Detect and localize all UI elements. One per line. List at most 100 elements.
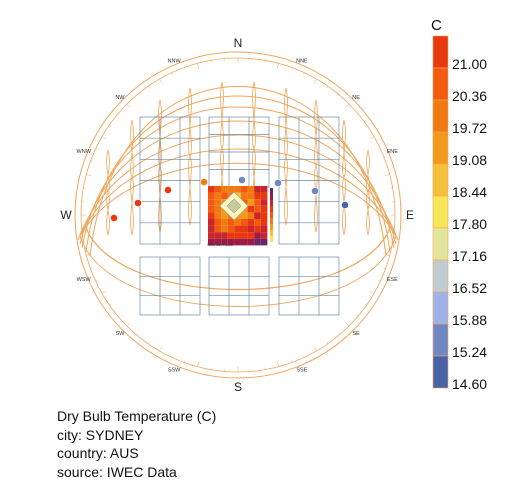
- inset-cell: [214, 186, 222, 193]
- compass-label-e: E: [406, 208, 414, 222]
- analemma-loop: [314, 99, 318, 233]
- legend-label: 19.72: [452, 120, 487, 136]
- inset-cell: [221, 238, 228, 246]
- legend-swatch: [432, 259, 449, 293]
- compass-tick: [109, 303, 112, 306]
- inset-cell: [234, 186, 241, 193]
- sun-positions: [110, 176, 349, 222]
- compass-tick: [378, 280, 381, 282]
- compass-tick: [197, 63, 199, 69]
- inset-cell: [234, 225, 241, 233]
- compass-tick: [290, 67, 292, 70]
- compass-tick: [197, 361, 199, 367]
- legend-label: 15.24: [452, 344, 487, 360]
- legend-swatch: [432, 355, 449, 389]
- compass-tick: [369, 136, 375, 140]
- compass-tick: [313, 78, 317, 84]
- inset-cell: [227, 232, 235, 239]
- inset-cell: [208, 199, 215, 206]
- compass-ring: [74, 51, 402, 379]
- inset-cell: [241, 212, 248, 219]
- sun-point: [164, 186, 172, 194]
- inset-cell: [241, 225, 248, 233]
- inset-legend-swatch: [270, 236, 273, 242]
- legend-label: 14.60: [452, 376, 487, 392]
- compass-tick: [171, 72, 173, 75]
- compass-tick: [109, 124, 112, 127]
- inset-cell: [208, 232, 215, 239]
- compass-tick: [147, 341, 150, 344]
- legend-swatch: [432, 67, 449, 101]
- inset-cell: [234, 219, 241, 226]
- compass-label-ssw: SSW: [168, 367, 181, 373]
- compass-tick: [101, 136, 107, 140]
- legend-label: 18.44: [452, 184, 487, 200]
- inset-cell: [260, 232, 268, 239]
- inset-cell: [254, 238, 261, 246]
- analemma-loop: [188, 87, 192, 226]
- inset-cell: [241, 219, 248, 226]
- analemma-loop: [106, 149, 110, 236]
- compass-label-ene: ENE: [387, 149, 399, 155]
- sun-point: [274, 179, 282, 187]
- legend-label: 17.16: [452, 248, 487, 264]
- sun-point: [341, 201, 349, 209]
- inset-cell: [214, 232, 222, 239]
- analemma-loop: [130, 119, 134, 236]
- inset-cell: [221, 186, 228, 193]
- compass-tick: [303, 355, 305, 358]
- compass-tick: [90, 161, 93, 163]
- compass-tick: [126, 103, 131, 108]
- inset-cell: [260, 186, 268, 193]
- inset-cell: [221, 219, 228, 226]
- inset-cell: [221, 232, 228, 239]
- compass-tick: [378, 148, 381, 150]
- inset-cell: [260, 238, 268, 246]
- inset-cell: [241, 186, 248, 193]
- inset-cell: [260, 219, 268, 226]
- inset-cell: [254, 232, 261, 239]
- inset-cell: [208, 219, 215, 226]
- legend-label: 21.00: [452, 56, 487, 72]
- inset-cell: [241, 192, 248, 200]
- compass-tick: [383, 267, 386, 269]
- inset-cell: [214, 205, 222, 213]
- inset-cell: [227, 219, 235, 226]
- compass-tick: [147, 86, 150, 89]
- info-panel: Dry Bulb Temperature (C) city: SYDNEY co…: [57, 407, 317, 481]
- building-block: [208, 256, 270, 316]
- compass-tick: [277, 361, 279, 367]
- compass-tick: [117, 314, 120, 317]
- inset-cell: [208, 186, 215, 193]
- info-title: Dry Bulb Temperature (C): [57, 408, 217, 424]
- legend-label: 19.08: [452, 152, 487, 168]
- inset-cell: [247, 232, 255, 239]
- compass-tick: [369, 290, 375, 294]
- building-block: [278, 256, 340, 316]
- inset-cell: [221, 192, 228, 200]
- compass-label-nne: NNE: [296, 59, 308, 65]
- inset-legend-swatch: [270, 224, 273, 230]
- legend-swatch: [432, 227, 449, 261]
- compass-label-ese: ESE: [387, 277, 398, 283]
- inset-cell: [214, 238, 222, 246]
- legend-label: 15.88: [452, 312, 487, 328]
- inset-legend-swatch: [270, 188, 273, 194]
- compass-tick: [159, 78, 163, 84]
- inset-cell: [214, 219, 222, 226]
- inset-cell: [247, 205, 255, 213]
- legend-swatch: [432, 35, 449, 69]
- inset-legend-swatch: [270, 200, 273, 206]
- inset-cell: [208, 192, 215, 200]
- inset-cell: [221, 212, 228, 219]
- compass-label-wsw: WSW: [77, 277, 92, 283]
- inset-cell: [260, 225, 268, 233]
- compass-label-wnw: WNW: [77, 149, 92, 155]
- compass-tick: [326, 86, 329, 89]
- analemma-loop: [342, 119, 346, 236]
- compass-tick: [184, 360, 186, 363]
- inset-legend-swatch: [270, 194, 273, 200]
- compass-tick: [356, 113, 359, 116]
- compass-label-nw: NW: [115, 95, 125, 101]
